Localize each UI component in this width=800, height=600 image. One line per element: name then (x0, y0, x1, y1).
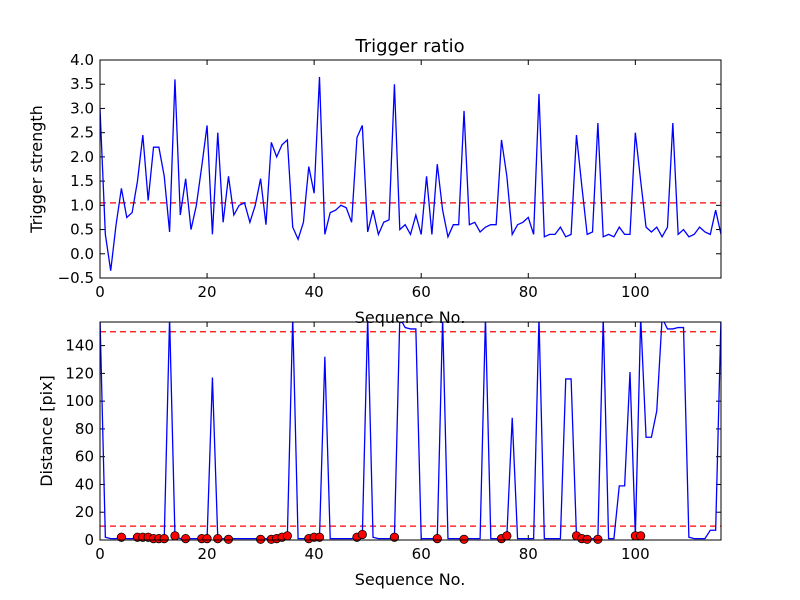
bottom-marker (213, 534, 223, 544)
bottom-marker (389, 532, 400, 542)
bottom-marker (502, 531, 512, 541)
top-y-tick-label: 0.0 (70, 245, 94, 263)
bottom-marker (181, 534, 191, 544)
bottom-y-tick-label: 140 (65, 337, 94, 355)
top-x-tick-label: 20 (198, 283, 217, 301)
bottom-marker (432, 534, 442, 544)
chart-title: Trigger ratio (354, 36, 464, 57)
bottom-marker (314, 532, 325, 542)
top-y-tick-label: 3.5 (70, 75, 94, 93)
bottom-marker (582, 534, 592, 544)
bottom-marker (282, 531, 292, 541)
bottom-y-tick-label: 120 (65, 364, 94, 382)
bottom-x-tick-label: 100 (621, 545, 650, 563)
bottom-marker (256, 534, 266, 544)
bottom-x-axis-label: Sequence No. (355, 570, 466, 589)
top-y-tick-label: −0.5 (58, 269, 94, 287)
top-x-tick-label: 60 (412, 283, 431, 301)
top-plot: Trigger ratio 0 20 40 60 80 100 −0.5 0.0 0.5 1.0 1… (27, 36, 722, 327)
bottom-plot: 0 20 40 60 80 100 0 20 40 60 80 100 120 140 Sequence … (37, 321, 722, 589)
bottom-x-tick-label: 40 (305, 545, 324, 563)
bottom-y-tick-label: 20 (75, 503, 94, 521)
bottom-marker (116, 532, 127, 542)
top-y-tick-label: 4.0 (70, 51, 94, 69)
bottom-markers (116, 529, 646, 544)
top-x-tick-label: 80 (519, 283, 538, 301)
bottom-marker (459, 534, 469, 544)
bottom-y-tick-label: 80 (75, 420, 94, 438)
top-y-tick-label: 1.0 (70, 196, 94, 214)
top-y-tick-label: 2.0 (70, 148, 94, 166)
bottom-x-tick-label: 60 (412, 545, 431, 563)
bottom-marker (636, 531, 646, 541)
bottom-marker (159, 534, 169, 544)
top-ticks: 0 20 40 60 80 100 −0.5 0.0 0.5 1.0 1.5 2.0 2.5 3.0 3.5… (58, 51, 721, 301)
bottom-y-axis-label: Distance [pix] (37, 375, 56, 487)
bottom-x-tick-label: 0 (95, 545, 105, 563)
top-x-tick-label: 100 (621, 283, 650, 301)
bottom-marker (593, 534, 603, 544)
top-series (100, 76, 721, 271)
bottom-y-tick-label: 40 (75, 475, 94, 493)
bottom-threshold (100, 331, 721, 527)
top-y-tick-label: 2.5 (70, 124, 94, 142)
top-x-axis-label: Sequence No. (355, 308, 466, 327)
top-x-tick-label: 40 (305, 283, 324, 301)
top-x-tick-label: 0 (95, 283, 105, 301)
bottom-y-tick-label: 100 (65, 392, 94, 410)
top-y-tick-label: 3.0 (70, 99, 94, 117)
bottom-x-tick-label: 80 (519, 545, 538, 563)
bottom-marker (357, 529, 367, 540)
top-series-line (100, 76, 721, 271)
bottom-marker (170, 531, 180, 541)
bottom-y-tick-label: 0 (84, 531, 94, 549)
top-y-tick-label: 1.5 (70, 172, 94, 190)
bottom-marker (202, 534, 212, 544)
bottom-marker (223, 534, 234, 544)
bottom-ticks: 0 20 40 60 80 100 0 20 40 60 80 100 120 140 (65, 322, 721, 563)
bottom-x-tick-label: 20 (198, 545, 217, 563)
top-y-axis-label: Trigger strength (27, 105, 46, 234)
bottom-plot-frame (99, 321, 722, 541)
bottom-y-tick-label: 60 (75, 448, 94, 466)
top-plot-frame (99, 59, 722, 279)
top-y-tick-label: 0.5 (70, 221, 94, 239)
